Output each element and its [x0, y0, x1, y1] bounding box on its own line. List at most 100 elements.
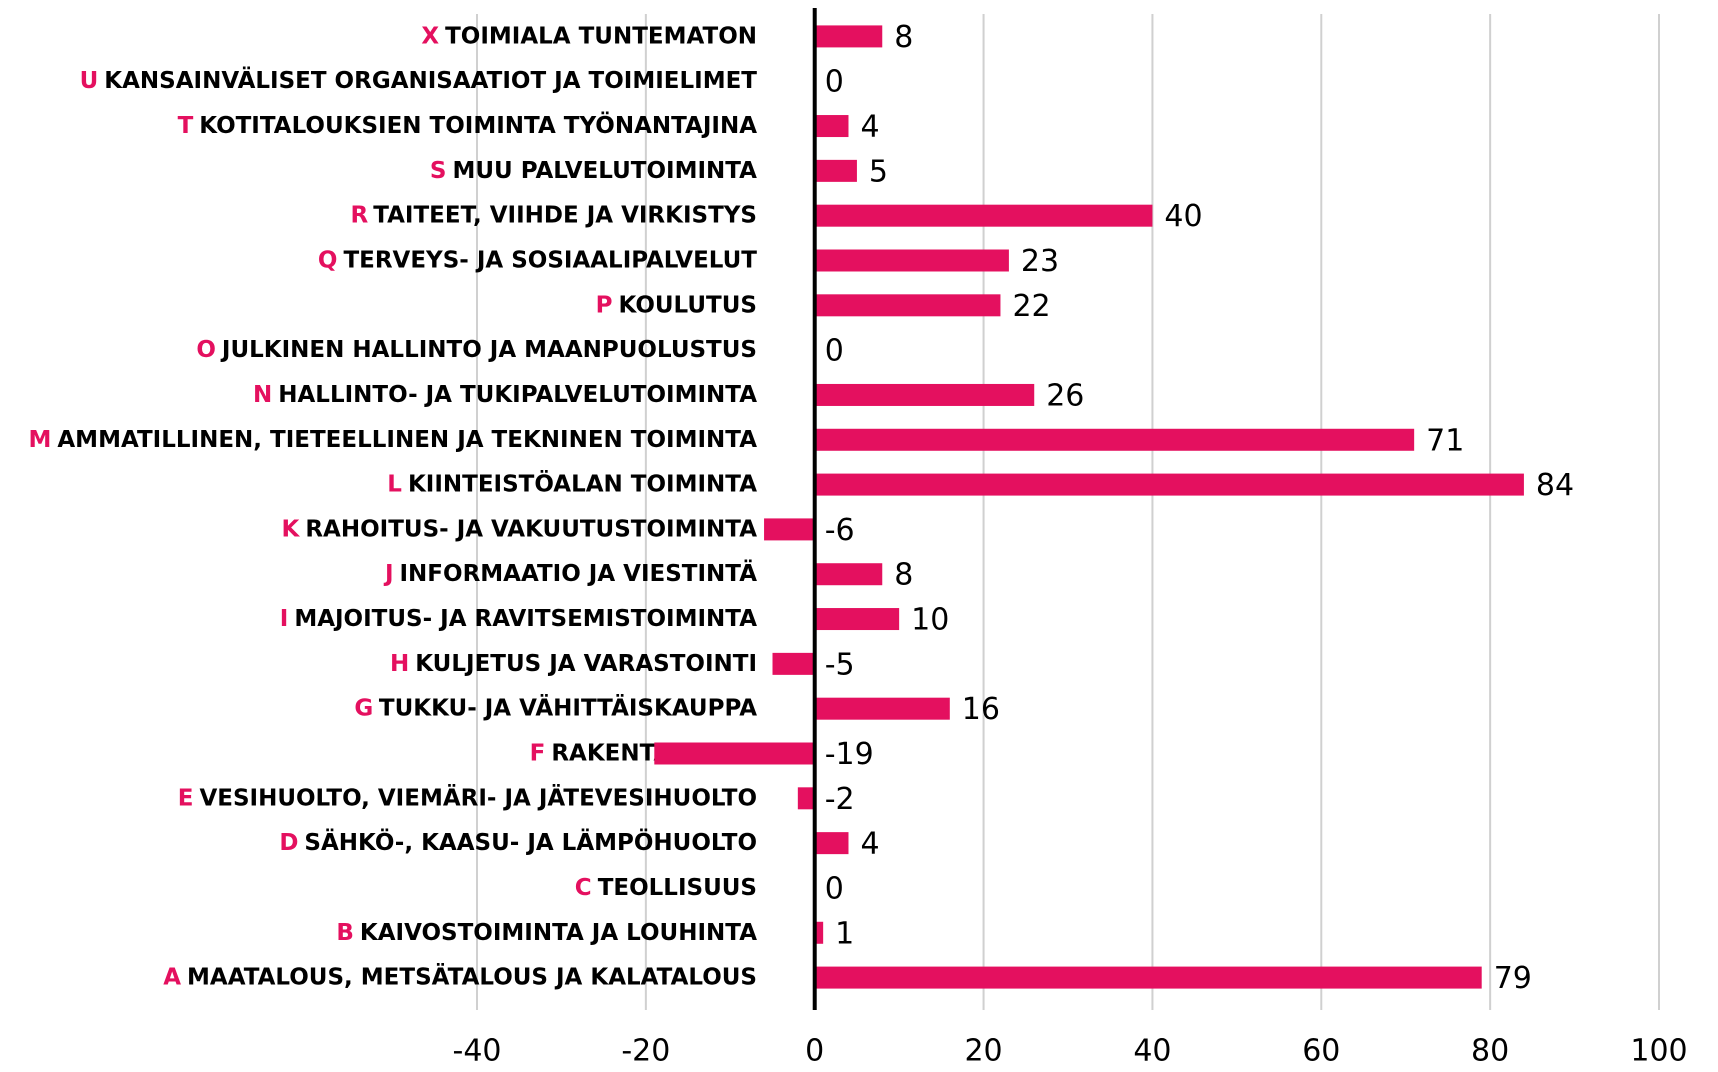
category-name: TEOLLISUUS: [598, 874, 757, 900]
category-name: KIINTEISTÖALAN TOIMINTA: [408, 469, 757, 497]
category-code: U: [80, 68, 99, 94]
bar: [814, 966, 1482, 989]
value-label: 0: [825, 334, 844, 369]
category-label: H KULJETUS JA VARASTOINTI: [390, 650, 757, 676]
x-tick-label: 40: [1133, 1034, 1171, 1069]
bar: [814, 383, 1035, 406]
x-tick-label: 20: [964, 1034, 1002, 1069]
value-label: 5: [869, 154, 888, 189]
category-code: R: [351, 202, 369, 228]
value-label: 26: [1046, 378, 1084, 413]
category-label: M AMMATILLINEN, TIETEELLINEN JA TEKNINEN …: [28, 426, 757, 452]
category-code: F: [530, 740, 546, 766]
category-code: P: [596, 292, 613, 318]
value-label: 8: [894, 558, 913, 593]
bar: [814, 204, 1153, 227]
category-code: E: [178, 785, 194, 811]
category-name: HALLINTO- JA TUKIPALVELUTOIMINTA: [278, 381, 757, 407]
bar: [814, 25, 883, 48]
category-code: J: [383, 561, 394, 587]
value-label: -5: [825, 647, 855, 682]
bar: [772, 652, 815, 675]
category-code: N: [253, 381, 272, 407]
category-name: TAITEET, VIIHDE JA VIRKISTYS: [373, 202, 757, 228]
category-label: N HALLINTO- JA TUKIPALVELUTOIMINTA: [253, 381, 757, 407]
x-tick-label: -20: [621, 1034, 670, 1069]
category-label: O JULKINEN HALLINTO JA MAANPUOLUSTUS: [196, 337, 757, 363]
category-label: J INFORMAATIO JA VIESTINTÄ: [383, 559, 757, 587]
value-label: 0: [825, 871, 844, 906]
category-label: B KAIVOSTOIMINTA JA LOUHINTA: [336, 919, 757, 945]
category-name: AMMATILLINEN, TIETEELLINEN JA TEKNINEN T…: [57, 426, 757, 452]
category-code: B: [336, 919, 354, 945]
bar: [814, 294, 1001, 317]
value-label: 40: [1164, 199, 1202, 234]
value-label: 16: [962, 692, 1000, 727]
x-tick-label: 0: [805, 1034, 824, 1069]
category-name: INFORMAATIO JA VIESTINTÄ: [400, 559, 758, 587]
bar: [814, 697, 950, 720]
bar: [764, 518, 815, 541]
category-label: X TOIMIALA TUNTEMATON: [421, 23, 757, 49]
category-code: G: [354, 695, 372, 721]
category-code: L: [387, 471, 402, 497]
category-name: MAJOITUS- JA RAVITSEMISTOIMINTA: [294, 606, 757, 632]
category-name: KAIVOSTOIMINTA JA LOUHINTA: [360, 919, 757, 945]
category-label: Q TERVEYS- JA SOSIAALIPALVELUT: [318, 247, 757, 273]
category-name: TERVEYS- JA SOSIAALIPALVELUT: [343, 247, 757, 273]
value-label: 1: [835, 916, 854, 951]
category-name: TOIMIALA TUNTEMATON: [445, 23, 757, 49]
category-name: VESIHUOLTO, VIEMÄRI- JA JÄTEVESIHUOLTO: [199, 783, 757, 811]
value-label: 71: [1426, 423, 1464, 458]
category-name: MUU PALVELUTOIMINTA: [452, 157, 757, 183]
value-label: 0: [825, 65, 844, 100]
value-label: 4: [860, 110, 879, 145]
category-label: I MAJOITUS- JA RAVITSEMISTOIMINTA: [280, 606, 757, 632]
bar: [654, 742, 815, 765]
category-label: U KANSAINVÄLISET ORGANISAATIOT JA TOIMIEL…: [80, 66, 758, 94]
category-label: K RAHOITUS- JA VAKUUTUSTOIMINTA: [282, 516, 758, 542]
category-name: SÄHKÖ-, KAASU- JA LÄMPÖHUOLTO: [304, 828, 757, 856]
category-name: JULKINEN HALLINTO JA MAANPUOLUSTUS: [220, 337, 757, 363]
category-label: G TUKKU- JA VÄHITTÄISKAUPPA: [354, 693, 757, 721]
value-label: 84: [1536, 468, 1574, 503]
category-label: S MUU PALVELUTOIMINTA: [430, 157, 757, 183]
category-name: TUKKU- JA VÄHITTÄISKAUPPA: [379, 693, 757, 721]
bar: [814, 428, 1415, 451]
category-name: KANSAINVÄLISET ORGANISAATIOT JA TOIMIELI…: [104, 66, 757, 94]
category-name: KOTITALOUKSIEN TOIMINTA TYÖNANTAJINA: [199, 111, 757, 139]
category-code: M: [28, 426, 51, 452]
bar: [814, 115, 849, 138]
category-code: Q: [318, 247, 338, 273]
bar: [814, 473, 1524, 496]
value-label: 8: [894, 20, 913, 55]
bar: [814, 249, 1009, 272]
category-code: H: [390, 650, 409, 676]
category-label: A MAATALOUS, METSÄTALOUS JA KALATALOUS: [163, 962, 757, 990]
value-label: 79: [1494, 961, 1532, 996]
category-name: MAATALOUS, METSÄTALOUS JA KALATALOUS: [187, 962, 757, 990]
value-label: -2: [825, 782, 855, 817]
value-label: 23: [1021, 244, 1059, 279]
category-code: A: [163, 964, 181, 990]
bar: [797, 787, 815, 810]
x-tick-label: 80: [1471, 1034, 1509, 1069]
category-code: O: [196, 337, 216, 363]
category-name: KOULUTUS: [619, 292, 757, 318]
bar: [814, 563, 883, 586]
bar: [814, 832, 849, 855]
bar: [814, 921, 824, 944]
x-tick-label: 60: [1302, 1034, 1340, 1069]
value-label: 10: [911, 603, 949, 638]
category-code: S: [430, 157, 447, 183]
category-code: D: [279, 830, 298, 856]
value-label: 22: [1012, 289, 1050, 324]
category-code: T: [178, 113, 194, 139]
category-label: C TEOLLISUUS: [575, 874, 757, 900]
value-label: 4: [860, 827, 879, 862]
category-code: I: [280, 606, 289, 632]
category-label: R TAITEET, VIIHDE JA VIRKISTYS: [351, 202, 757, 228]
category-label: L KIINTEISTÖALAN TOIMINTA: [387, 469, 757, 497]
category-label: E VESIHUOLTO, VIEMÄRI- JA JÄTEVESIHUOLTO: [178, 783, 757, 811]
